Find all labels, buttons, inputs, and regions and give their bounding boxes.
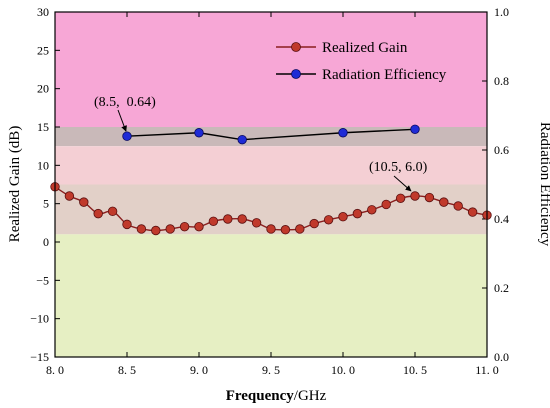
background-bands <box>55 12 487 357</box>
series-0-point-1 <box>64 191 75 201</box>
y-right-axis-title: Radiation Efficiency <box>537 122 550 247</box>
y-left-tick-label-9: 30 <box>37 5 49 19</box>
series-0-point-28 <box>453 201 463 211</box>
background-band-1 <box>55 127 487 147</box>
series-markers <box>50 124 492 236</box>
y-right-tick-label-3: 0.6 <box>494 143 509 157</box>
legend-item-realized-gain: Realized Gain <box>276 40 408 56</box>
series-0-point-29 <box>467 207 478 217</box>
y-right-tick-labels: 0.0 0.2 0.4 0.6 0.8 1.0 <box>494 5 509 364</box>
y-left-tick-label-7: 20 <box>37 82 49 96</box>
series-1-point-1 <box>194 128 204 138</box>
legend-label-realized-gain: Realized Gain <box>322 40 408 56</box>
y-right-tick-label-0: 0.0 <box>494 350 509 364</box>
background-band-2 <box>55 146 487 185</box>
legend-item-radiation-efficiency: Radiation Efficiency <box>276 67 447 83</box>
y-left-tick-label-8: 25 <box>37 43 49 57</box>
series-0-point-12 <box>223 214 233 224</box>
y-left-tick-label-0: −15 <box>30 350 49 364</box>
series-0-point-21 <box>352 208 363 219</box>
series-1-point-3 <box>338 128 348 138</box>
legend-marker-realized-gain <box>291 42 301 52</box>
x-tick-label-0: 8. 0 <box>46 363 64 377</box>
y-left-tick-labels: −15 −10 −5 0 5 10 15 20 25 30 <box>30 5 49 364</box>
series-0-point-19 <box>323 215 334 225</box>
x-axis-title: Frequency/GHz <box>226 388 327 404</box>
legend: Realized Gain Radiation Efficiency <box>276 40 447 83</box>
y-left-tick-label-2: −5 <box>36 273 49 287</box>
y-right-tick-label-2: 0.4 <box>494 212 509 226</box>
x-tick-label-6: 11. 0 <box>475 363 499 377</box>
x-tick-label-1: 8. 5 <box>118 363 136 377</box>
legend-label-radiation-efficiency: Radiation Efficiency <box>322 67 447 83</box>
series-0-point-27 <box>439 197 449 207</box>
series-0-point-26 <box>424 192 435 203</box>
series-0-point-6 <box>136 224 147 234</box>
series-0-point-14 <box>251 218 262 228</box>
x-tick-labels: 8. 0 8. 5 9. 0 9. 5 10. 0 10. 5 11. 0 <box>46 363 499 377</box>
series-1-point-4 <box>410 124 420 135</box>
series-1-point-2 <box>237 134 247 145</box>
y-left-tick-label-3: 0 <box>43 235 49 249</box>
annotation-arrow-efficiency <box>117 109 127 132</box>
y-left-tick-label-1: −10 <box>30 312 49 326</box>
series-0-point-9 <box>179 221 190 232</box>
series-0-point-23 <box>381 199 391 210</box>
x-tick-label-5: 10. 5 <box>403 363 427 377</box>
series-0-point-20 <box>338 211 348 222</box>
series-0-point-18 <box>309 218 319 229</box>
annotation-arrows <box>117 109 412 192</box>
x-tick-label-4: 10. 0 <box>331 363 355 377</box>
y-left-tick-label-5: 10 <box>37 158 49 172</box>
series-0-point-22 <box>367 205 377 215</box>
plot-frame <box>54 11 488 358</box>
y-left-axis-title: Realized Gain (dB) <box>7 126 23 243</box>
y-right-tick-label-4: 0.8 <box>494 74 509 88</box>
series-0-point-24 <box>395 193 406 204</box>
series-0-point-7 <box>151 225 161 236</box>
series-0-point-2 <box>79 197 89 207</box>
series-0-point-3 <box>93 208 103 219</box>
annotation-efficiency-point: (8.5, 0.64) <box>94 95 156 110</box>
x-axis-title-bold: Frequency <box>226 388 295 404</box>
series-0-point-25 <box>410 191 420 201</box>
series-0-point-11 <box>208 216 219 227</box>
background-band-4 <box>55 234 487 357</box>
background-band-0 <box>55 12 487 127</box>
y-right-tick-label-1: 0.2 <box>494 281 509 295</box>
series-0-point-13 <box>237 214 247 224</box>
y-left-tick-label-6: 15 <box>37 120 49 134</box>
annotation-arrow-gain <box>393 175 412 192</box>
series-0-point-5 <box>122 219 132 230</box>
series-1-point-0 <box>122 131 132 141</box>
annotation-gain-point: (10.5, 6.0) <box>369 160 428 175</box>
series-0-point-8 <box>165 224 175 234</box>
series-0-point-4 <box>107 206 118 217</box>
legend-marker-radiation-efficiency <box>291 69 301 79</box>
series-0-point-10 <box>194 221 204 232</box>
x-tick-label-2: 9. 0 <box>190 363 208 377</box>
series-0-point-17 <box>295 224 305 234</box>
series-0-point-16 <box>280 225 291 235</box>
series-0-point-15 <box>266 224 276 234</box>
y-right-tick-label-5: 1.0 <box>494 5 509 19</box>
y-left-tick-label-4: 5 <box>43 197 49 211</box>
x-tick-label-3: 9. 5 <box>262 363 280 377</box>
x-axis-title-unit: /GHz <box>294 388 327 404</box>
